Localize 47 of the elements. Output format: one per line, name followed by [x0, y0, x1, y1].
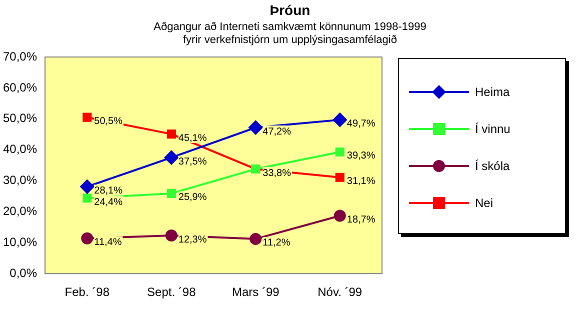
data-label: 31,1%	[346, 176, 376, 188]
legend-label: Heima	[475, 84, 510, 98]
y-tick-label: 10,0%	[2, 234, 38, 249]
point	[332, 112, 347, 127]
point	[334, 210, 346, 222]
legend-label: Í vinnu	[475, 122, 510, 136]
point	[166, 130, 176, 139]
data-label: 11,2%	[262, 238, 290, 249]
point	[335, 147, 344, 157]
x-tick-label: Nóv. ´99	[318, 285, 362, 300]
legend-label: Nei	[475, 196, 494, 210]
x-tick-label: Sept. ´98	[147, 285, 196, 300]
point	[250, 232, 262, 245]
y-tick-label: 0,0%	[10, 266, 38, 280]
data-label: 28,1%	[94, 185, 123, 196]
data-label: 37,5%	[178, 156, 207, 168]
data-label: 24,4%	[94, 196, 123, 208]
point	[81, 232, 94, 244]
point	[82, 194, 92, 203]
x-tick-label: Feb. ´98	[64, 285, 110, 300]
y-tick-label: 20,0%	[2, 204, 38, 218]
y-tick-label: 30,0%	[2, 173, 38, 188]
data-label: 25,9%	[178, 192, 207, 204]
data-label: 12,3%	[178, 234, 207, 246]
point	[335, 172, 344, 182]
point	[164, 150, 178, 165]
point	[165, 230, 178, 242]
point	[80, 180, 94, 194]
data-label: 47,2%	[262, 126, 292, 138]
data-label: 18,7%	[346, 214, 376, 226]
y-tick-label: 60,0%	[2, 80, 38, 94]
chart-title: Þróun	[268, 2, 312, 18]
point	[82, 112, 92, 122]
data-label: 33,8%	[262, 168, 292, 179]
data-label: 11,4%	[94, 237, 122, 248]
point	[166, 188, 176, 198]
y-tick-label: 40,0%	[2, 142, 38, 156]
data-label: 49,7%	[346, 118, 376, 130]
data-label: 45,1%	[178, 132, 207, 144]
chart-subtitle: Aðgangur að Interneti samkvæmt könnunum 1998-1999 fyrir verkefnistjórn um upplýsingasamfélagið	[152, 21, 428, 47]
y-tick-label: 50,0%	[2, 111, 38, 126]
x-tick-label: Mars ´99	[232, 285, 280, 300]
data-label: 39,3%	[346, 150, 376, 162]
y-tick-label: 70,0%	[2, 49, 38, 64]
legend-label: Í skóla	[475, 158, 510, 172]
point	[248, 120, 263, 135]
data-label: 50,5%	[94, 116, 123, 128]
